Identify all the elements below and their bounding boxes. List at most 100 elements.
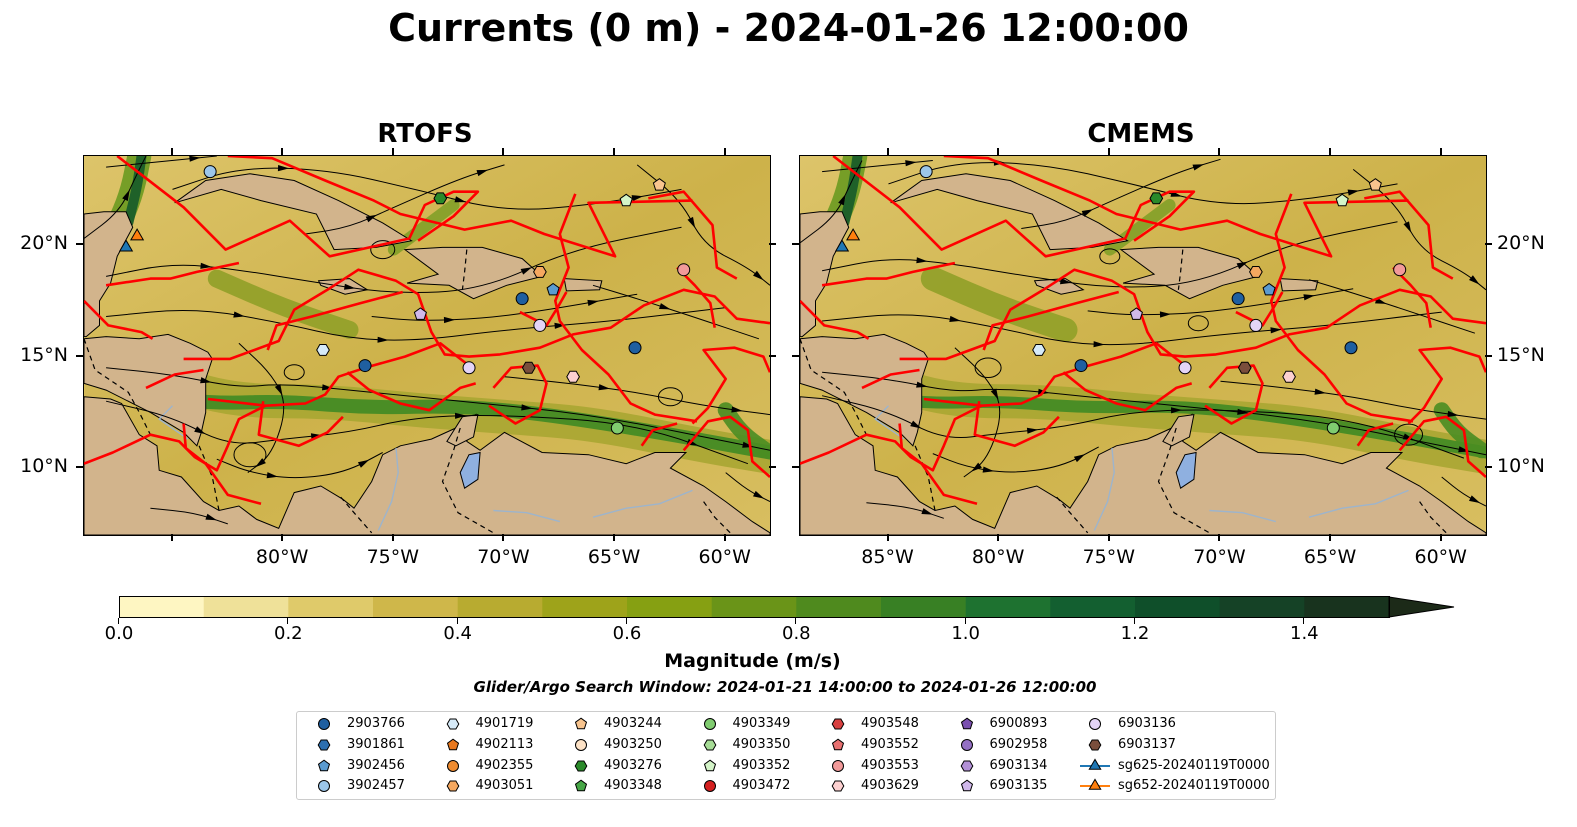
colorbar-segment: [965, 597, 1051, 617]
streamline-arrow: [1192, 164, 1205, 171]
y-tick-mark: [1485, 354, 1492, 357]
streamline-arrow: [905, 160, 917, 167]
streamline-arrow: [122, 189, 130, 201]
land-polygon: [1119, 246, 1260, 300]
legend-label: 4903276: [604, 757, 662, 773]
eddy-streamline: [233, 442, 267, 468]
legend-symbol: [703, 718, 716, 730]
legend-label: 4902113: [475, 736, 534, 752]
land-polygon: [800, 211, 850, 338]
legend-symbol: [574, 760, 588, 772]
eez-boundary: [691, 346, 770, 425]
float-marker-2903766: [1344, 341, 1358, 355]
legend-label: 6903134: [989, 757, 1048, 773]
eddy-streamline: [283, 364, 305, 381]
streamline-arrow: [753, 490, 765, 499]
legend-label: 4903352: [732, 757, 791, 773]
legend-marker: [574, 760, 588, 772]
colorbar-segment: [457, 597, 543, 617]
streamline-arrow: [1236, 261, 1248, 270]
country-border: [914, 445, 936, 511]
eez-boundary: [676, 266, 716, 328]
streamline-arrow: [587, 299, 599, 306]
country-border: [84, 338, 151, 435]
float-marker-4903352: [1335, 193, 1349, 207]
legend-symbol: [1089, 718, 1101, 730]
legend-marker: [831, 738, 845, 750]
legend-symbol: [831, 780, 845, 792]
colorbar: [119, 596, 1455, 618]
streamline: [821, 395, 1465, 459]
eez-boundary: [346, 371, 477, 412]
float-marker-3902457: [919, 165, 933, 179]
legend-marker: [575, 738, 587, 751]
legend-symbol: [446, 759, 459, 772]
country-border: [340, 496, 373, 534]
streamline-arrow: [1347, 189, 1360, 196]
legend-symbol: [574, 779, 588, 792]
river-line: [1209, 509, 1276, 523]
legend-symbol: [446, 780, 459, 792]
colorbar-tick-label: 1.2: [1120, 623, 1150, 644]
legend-symbol: [832, 759, 844, 772]
eez-boundary: [84, 299, 154, 340]
x-tick-mark: [281, 534, 284, 541]
float-marker-4903553: [1393, 263, 1407, 277]
legend-label: 6903137: [1118, 736, 1176, 752]
country-border: [1177, 249, 1184, 290]
streamline-arrow: [1447, 410, 1459, 417]
river-line: [493, 509, 560, 523]
streamline: [105, 400, 749, 465]
legend-marker: [960, 717, 973, 730]
country-border: [198, 445, 220, 511]
legend-symbol: [960, 717, 973, 730]
legend-label: sg625-20240119T0000: [1118, 757, 1270, 773]
legend-symbol: [960, 760, 973, 772]
eez-boundary: [266, 290, 404, 351]
river-line: [377, 448, 399, 531]
streamline: [866, 502, 944, 519]
legend-label: 4903553: [861, 757, 919, 773]
streamline-arrow: [982, 466, 994, 473]
streamline-arrow: [521, 404, 533, 411]
x-tick-mark: [391, 534, 394, 541]
streamline-arrow: [838, 194, 846, 206]
x-tick-mark-top: [723, 148, 726, 155]
eez-boundary: [943, 156, 1409, 258]
legend-symbol: [318, 718, 330, 730]
land-polygon: [84, 396, 770, 535]
streamline-arrow: [753, 270, 764, 281]
country-border: [800, 338, 867, 435]
streamline: [822, 371, 1486, 456]
x-tick-label: 70°W: [1193, 546, 1246, 568]
country-border: [461, 249, 468, 290]
streamline: [106, 156, 217, 168]
velocity-band: [207, 269, 359, 339]
streamline-arrow: [659, 303, 671, 310]
rtofs-map: [83, 155, 771, 536]
river-line: [1093, 448, 1115, 531]
x-tick-mark-top: [281, 148, 284, 155]
glider-marker-sg625-20240119T0000: [118, 239, 134, 252]
eez-boundary: [800, 299, 870, 340]
streamline-arrow: [520, 267, 532, 275]
streamline-arrow: [631, 195, 644, 202]
streamline: [150, 507, 228, 525]
legend-symbol: [318, 780, 330, 793]
legend-symbol: [831, 718, 845, 730]
x-tick-mark-top: [886, 148, 889, 155]
colorbar-segment: [1219, 597, 1305, 617]
streamline-arrow: [1026, 427, 1039, 434]
legend-marker: [703, 759, 716, 771]
country-border: [1056, 496, 1089, 534]
legend-label: 4903552: [861, 736, 919, 752]
colorbar-tick-mark: [626, 618, 627, 624]
x-tick-mark: [1439, 534, 1442, 541]
y-tick-mark: [76, 243, 83, 246]
rtofs-map-canvas: [84, 156, 770, 535]
float-marker-4903352: [619, 193, 633, 207]
float-marker-6903136: [1249, 318, 1263, 332]
float-marker-4903629: [566, 370, 580, 383]
x-tick-mark-top: [502, 148, 505, 155]
float-marker-4903349: [1326, 421, 1340, 435]
